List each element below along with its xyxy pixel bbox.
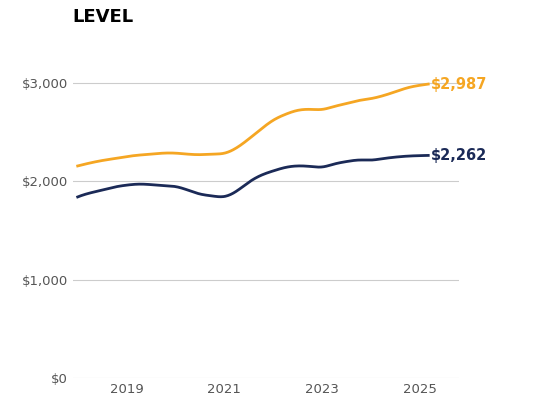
Text: $2,987: $2,987 <box>431 76 487 92</box>
Text: LEVEL: LEVEL <box>73 8 134 26</box>
Text: $2,262: $2,262 <box>431 148 487 163</box>
